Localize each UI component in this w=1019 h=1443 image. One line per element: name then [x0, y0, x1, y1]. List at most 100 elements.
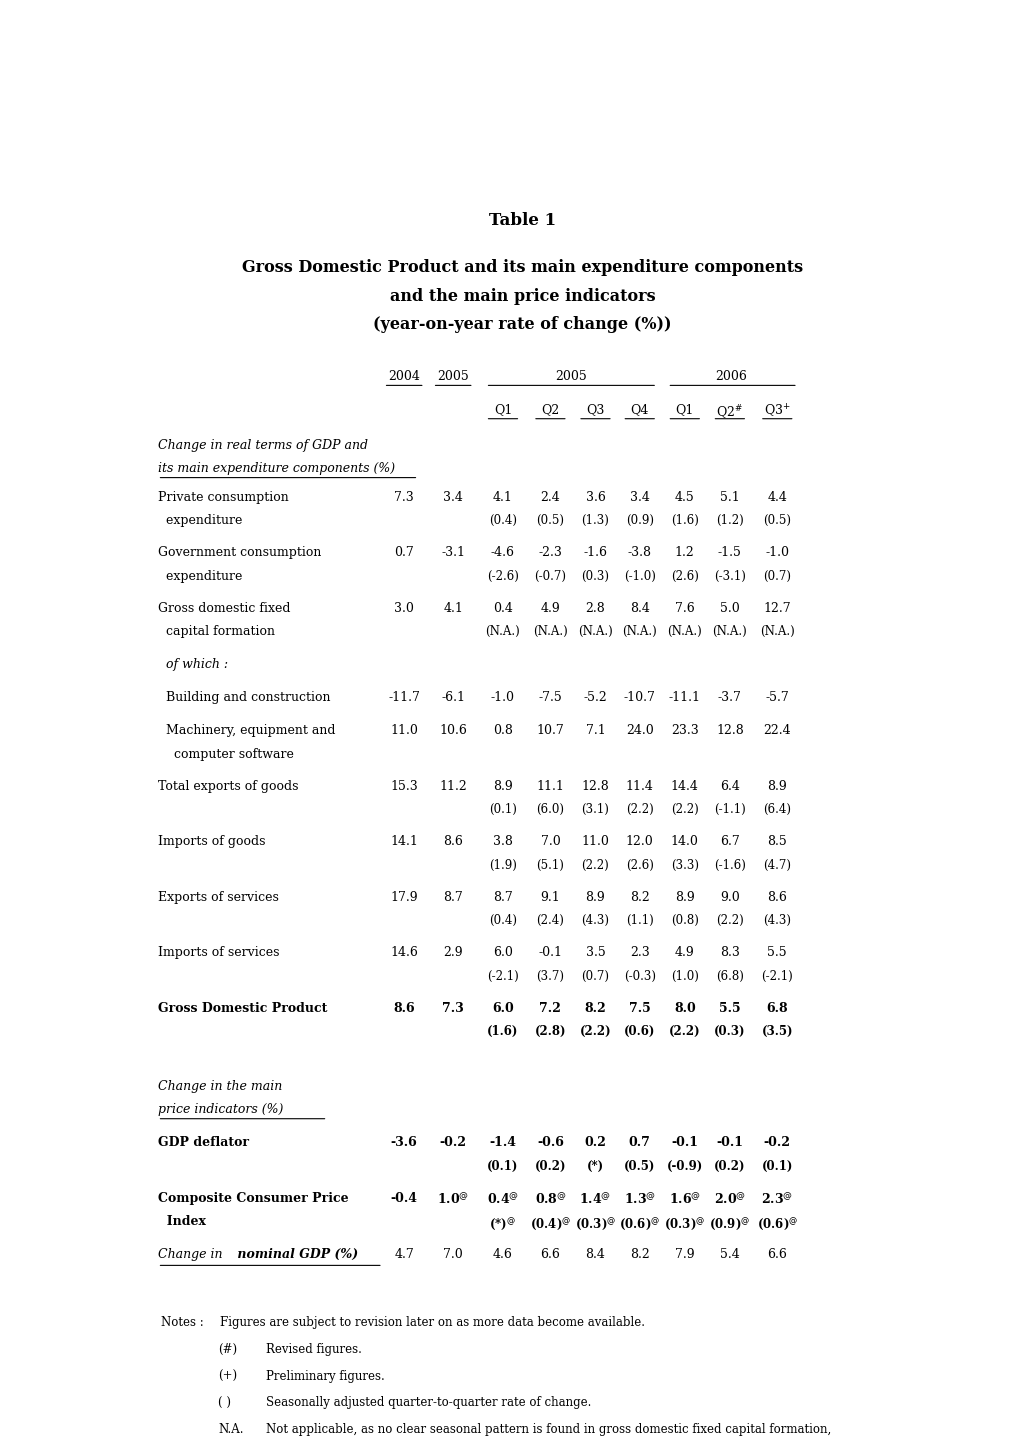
Text: (-3.1): (-3.1) — [713, 570, 745, 583]
Text: 12.0: 12.0 — [626, 835, 653, 848]
Text: -4.6: -4.6 — [490, 547, 515, 560]
Text: (0.9): (0.9) — [625, 514, 653, 527]
Text: 4.7: 4.7 — [394, 1248, 414, 1261]
Text: (2.8): (2.8) — [534, 1026, 566, 1039]
Text: (6.0): (6.0) — [536, 804, 564, 817]
Text: Exports of services: Exports of services — [157, 890, 278, 903]
Text: 2.3$^{@}$: 2.3$^{@}$ — [760, 1192, 793, 1208]
Text: 2.4: 2.4 — [540, 491, 559, 504]
Text: (-2.1): (-2.1) — [760, 970, 793, 983]
Text: 8.2: 8.2 — [630, 890, 649, 903]
Text: price indicators (%): price indicators (%) — [157, 1102, 282, 1115]
Text: (0.8): (0.8) — [671, 915, 698, 928]
Text: 9.1: 9.1 — [540, 890, 559, 903]
Text: (0.5): (0.5) — [762, 514, 791, 527]
Text: -11.1: -11.1 — [668, 691, 700, 704]
Text: (0.6): (0.6) — [624, 1026, 655, 1039]
Text: 0.8: 0.8 — [492, 724, 513, 737]
Text: (1.6): (1.6) — [487, 1026, 519, 1039]
Text: expenditure: expenditure — [157, 514, 242, 527]
Text: (+): (+) — [218, 1369, 237, 1382]
Text: 1.3$^{@}$: 1.3$^{@}$ — [623, 1192, 655, 1208]
Text: 6.6: 6.6 — [540, 1248, 559, 1261]
Text: (2.6): (2.6) — [626, 859, 653, 872]
Text: (*)$^{@}$: (*)$^{@}$ — [489, 1215, 516, 1232]
Text: Gross domestic fixed: Gross domestic fixed — [157, 602, 289, 615]
Text: 1.2: 1.2 — [675, 547, 694, 560]
Text: 11.0: 11.0 — [390, 724, 418, 737]
Text: 3.8: 3.8 — [492, 835, 513, 848]
Text: -3.1: -3.1 — [441, 547, 465, 560]
Text: -0.1: -0.1 — [538, 947, 561, 960]
Text: (0.9)$^{@}$: (0.9)$^{@}$ — [708, 1215, 750, 1232]
Text: 11.2: 11.2 — [439, 779, 467, 792]
Text: 12.8: 12.8 — [581, 779, 608, 792]
Text: 1.4$^{@}$: 1.4$^{@}$ — [579, 1192, 611, 1208]
Text: Change in real terms of GDP and: Change in real terms of GDP and — [157, 439, 367, 452]
Text: expenditure: expenditure — [157, 570, 242, 583]
Text: (1.2): (1.2) — [715, 514, 743, 527]
Text: Imports of goods: Imports of goods — [157, 835, 265, 848]
Text: Q1: Q1 — [493, 403, 512, 416]
Text: -0.4: -0.4 — [390, 1192, 417, 1205]
Text: (1.3): (1.3) — [581, 514, 608, 527]
Text: 1.0$^{@}$: 1.0$^{@}$ — [437, 1192, 469, 1208]
Text: -3.8: -3.8 — [627, 547, 651, 560]
Text: (-0.3): (-0.3) — [624, 970, 655, 983]
Text: 3.5: 3.5 — [585, 947, 604, 960]
Text: ( ): ( ) — [218, 1397, 231, 1410]
Text: (-1.0): (-1.0) — [624, 570, 655, 583]
Text: -10.7: -10.7 — [624, 691, 655, 704]
Text: 3.4: 3.4 — [629, 491, 649, 504]
Text: 0.7: 0.7 — [394, 547, 414, 560]
Text: -0.1: -0.1 — [715, 1137, 743, 1150]
Text: (0.3): (0.3) — [713, 1026, 745, 1039]
Text: (0.1): (0.1) — [488, 804, 517, 817]
Text: Q3: Q3 — [586, 403, 604, 416]
Text: of which :: of which : — [157, 658, 227, 671]
Text: -3.7: -3.7 — [717, 691, 741, 704]
Text: (1.0): (1.0) — [671, 970, 698, 983]
Text: Figures are subject to revision later on as more data become available.: Figures are subject to revision later on… — [220, 1316, 644, 1329]
Text: 7.6: 7.6 — [675, 602, 694, 615]
Text: 8.0: 8.0 — [674, 1001, 695, 1014]
Text: 2004: 2004 — [388, 369, 420, 382]
Text: 8.9: 8.9 — [585, 890, 604, 903]
Text: 10.7: 10.7 — [536, 724, 564, 737]
Text: 4.5: 4.5 — [675, 491, 694, 504]
Text: (0.3)$^{@}$: (0.3)$^{@}$ — [663, 1215, 705, 1232]
Text: -1.0: -1.0 — [764, 547, 789, 560]
Text: 0.8$^{@}$: 0.8$^{@}$ — [534, 1192, 566, 1208]
Text: (0.1): (0.1) — [487, 1160, 519, 1173]
Text: -1.4: -1.4 — [489, 1137, 516, 1150]
Text: 8.9: 8.9 — [675, 890, 694, 903]
Text: capital formation: capital formation — [157, 625, 274, 638]
Text: (0.2): (0.2) — [534, 1160, 566, 1173]
Text: (0.7): (0.7) — [762, 570, 791, 583]
Text: 15.3: 15.3 — [390, 779, 418, 792]
Text: 7.9: 7.9 — [675, 1248, 694, 1261]
Text: Q3$^{+}$: Q3$^{+}$ — [763, 403, 790, 420]
Text: 5.5: 5.5 — [766, 947, 787, 960]
Text: Preliminary figures.: Preliminary figures. — [266, 1369, 384, 1382]
Text: (0.4): (0.4) — [488, 915, 517, 928]
Text: nominal GDP (%): nominal GDP (%) — [232, 1248, 358, 1261]
Text: (1.1): (1.1) — [626, 915, 653, 928]
Text: 8.7: 8.7 — [443, 890, 463, 903]
Text: -1.5: -1.5 — [717, 547, 741, 560]
Text: -1.0: -1.0 — [490, 691, 515, 704]
Text: (-2.6): (-2.6) — [487, 570, 519, 583]
Text: 5.1: 5.1 — [719, 491, 739, 504]
Text: 2005: 2005 — [437, 369, 469, 382]
Text: 4.1: 4.1 — [443, 602, 463, 615]
Text: Private consumption: Private consumption — [157, 491, 288, 504]
Text: Not applicable, as no clear seasonal pattern is found in gross domestic fixed ca: Not applicable, as no clear seasonal pat… — [266, 1423, 830, 1436]
Text: (0.2): (0.2) — [713, 1160, 745, 1173]
Text: Revised figures.: Revised figures. — [266, 1343, 362, 1356]
Text: 12.8: 12.8 — [715, 724, 743, 737]
Text: (N.A.): (N.A.) — [485, 625, 520, 638]
Text: (4.3): (4.3) — [762, 915, 791, 928]
Text: 8.7: 8.7 — [492, 890, 513, 903]
Text: Building and construction: Building and construction — [157, 691, 330, 704]
Text: -0.6: -0.6 — [536, 1137, 564, 1150]
